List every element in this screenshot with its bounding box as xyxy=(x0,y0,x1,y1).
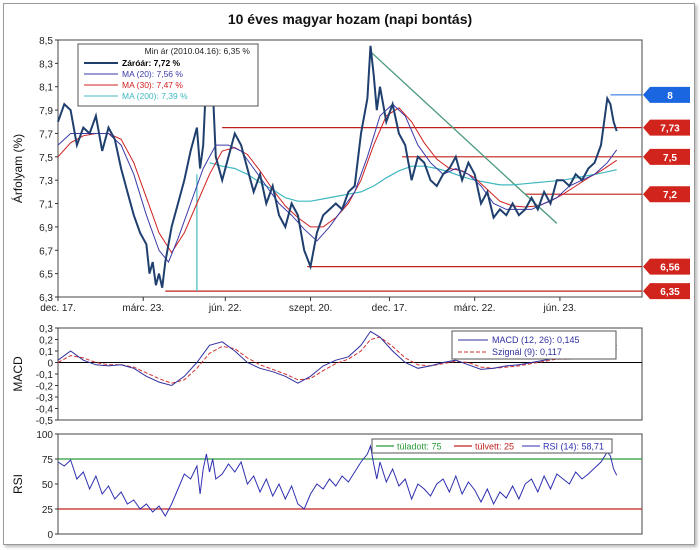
trend-line xyxy=(370,51,558,224)
price-xtick-label: márc. 22. xyxy=(454,303,496,314)
macd-legend xyxy=(451,330,617,360)
price-ytick-label: 7,7 xyxy=(39,129,53,140)
legend-min-label: Min ár (2010.04.16): 6,35 % xyxy=(145,46,251,56)
macd-ytick-label: -0,3 xyxy=(36,393,54,404)
price-xtick-label: dec. 17. xyxy=(40,303,76,314)
price-ylabel: Árfolyam (%) xyxy=(10,134,25,203)
macd-ytick-label: -0,1 xyxy=(36,370,54,381)
rsi-legend xyxy=(371,438,613,454)
level-badge-label: 6,56 xyxy=(660,263,680,274)
price-ytick-label: 7,3 xyxy=(39,176,53,187)
rsi-ytick-label: 50 xyxy=(42,480,54,491)
chart-title: 10 éves magyar hozam (napi bontás) xyxy=(228,11,472,27)
macd-ytick-label: -0,5 xyxy=(36,416,54,427)
rsi-ytick-label: 25 xyxy=(42,505,54,516)
close-line xyxy=(57,45,618,288)
legend-rsi-label: RSI (14): 58,71 xyxy=(543,442,604,452)
price-ytick-label: 6,9 xyxy=(39,223,53,234)
price-xtick-label: márc. 23. xyxy=(122,303,164,314)
legend-overbought-label: túladott: 75 xyxy=(397,442,442,452)
level-badge xyxy=(643,186,690,203)
macd-ylabel: MACD xyxy=(11,356,25,392)
price-xtick-label: dec. 17. xyxy=(372,303,408,314)
legend-ma200-label: MA (200): 7,39 % xyxy=(122,91,188,101)
level-badge xyxy=(643,258,690,275)
price-xtick-label: jún. 23. xyxy=(543,303,577,314)
level-badge-label: 7,2 xyxy=(663,190,677,201)
legend-ma20-label: MA (20): 7,56 % xyxy=(122,69,183,79)
rsi-ytick-label: 100 xyxy=(36,430,53,441)
legend-signal-label: Szignál (9): 0,117 xyxy=(492,347,562,357)
level-badge xyxy=(643,283,690,300)
macd-ytick-label: 0,2 xyxy=(39,336,53,347)
level-badge-label: 6,35 xyxy=(660,287,680,298)
current-badge-label: 8 xyxy=(667,91,673,102)
price-ytick-label: 7,9 xyxy=(39,106,53,117)
rsi-ytick-label: 75 xyxy=(42,455,54,466)
price-ytick-label: 8,3 xyxy=(39,59,53,70)
price-ytick-label: 7,5 xyxy=(39,153,53,164)
price-ytick-label: 8,1 xyxy=(39,83,53,94)
price-ytick-label: 7,1 xyxy=(39,200,53,211)
rsi-panel: RSI 0 25 50 75 100 túladott: 75 túlvett: 25 RSI … xyxy=(11,430,643,541)
price-ytick-label: 6,5 xyxy=(39,270,53,281)
current-badge xyxy=(643,86,690,103)
level-badge xyxy=(643,119,690,136)
rsi-line xyxy=(57,444,618,518)
macd-ytick-label: -0,4 xyxy=(36,405,54,416)
signal-line xyxy=(57,336,617,384)
legend-ma30-label: MA (30): 7,47 % xyxy=(122,80,183,90)
price-xtick-label: jún. 22. xyxy=(208,303,242,314)
price-ytick-label: 6,7 xyxy=(39,246,53,257)
level-badge xyxy=(643,148,690,165)
legend-oversold-label: túlvett: 25 xyxy=(475,442,514,452)
macd-line xyxy=(57,330,617,387)
price-ytick-label: 8,5 xyxy=(39,36,53,47)
macd-ytick-label: -0,2 xyxy=(36,382,54,393)
macd-panel: MACD -0,5-0,4-0,3-0,2-0,100,10,20,3 MACD (… xyxy=(11,324,643,427)
ma200-line xyxy=(209,162,617,202)
price-ytick-label: 6,3 xyxy=(39,293,53,304)
legend-close-label: Záróár: 7,72 % xyxy=(122,58,181,68)
level-badge-label: 7,73 xyxy=(660,124,680,135)
price-panel: Árfolyam (%) 6,3 6,5 6,7 6,9 7,1 7,3 7,5 7,7 7,9 8… xyxy=(10,36,690,314)
rsi-ylabel: RSI xyxy=(11,474,25,494)
macd-ytick-label: 0,1 xyxy=(39,347,53,358)
price-xtick-label: szept. 20. xyxy=(289,303,332,314)
macd-ytick-label: 0 xyxy=(47,359,53,370)
legend-macd-label: MACD (12, 26): 0,145 xyxy=(492,335,580,345)
macd-ytick-label: 0,3 xyxy=(39,324,53,335)
level-badge-label: 7,5 xyxy=(663,153,677,164)
rsi-ytick-label: 0 xyxy=(47,530,53,541)
